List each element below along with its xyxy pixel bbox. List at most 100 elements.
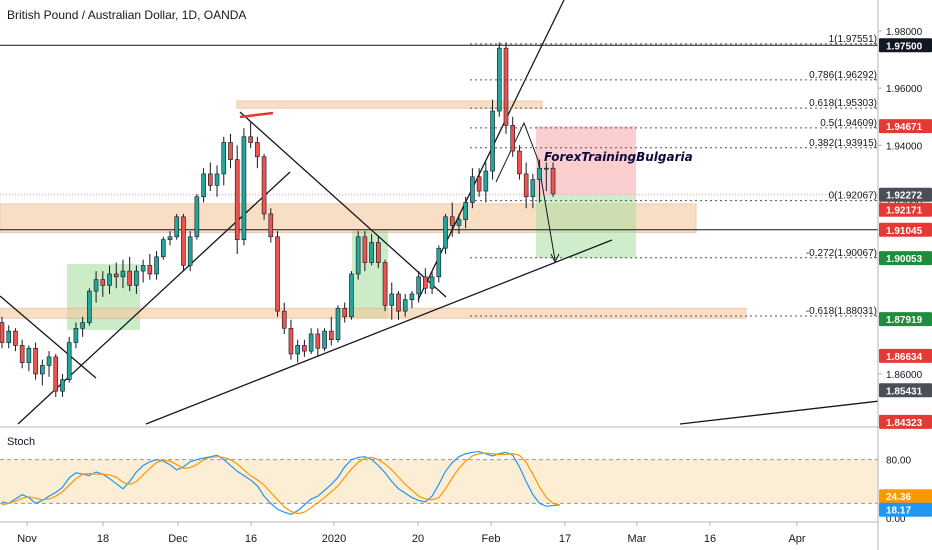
candle: [376, 242, 381, 263]
stoch-tag-label: 18.17: [886, 506, 911, 517]
candle: [476, 176, 482, 192]
support-zone[interactable]: [0, 307, 747, 319]
price-tag-label: 1.91045: [886, 226, 923, 237]
candle: [275, 236, 280, 312]
trendline-1[interactable]: [0, 295, 97, 379]
candle: [328, 330, 334, 340]
price-tag: [879, 383, 932, 398]
resistance-zone[interactable]: [236, 100, 543, 109]
x-tick-label: 18: [97, 533, 109, 545]
trendline-4[interactable]: [145, 239, 613, 425]
candle: [456, 219, 462, 226]
x-tick-label: 17: [559, 533, 571, 545]
candle: [87, 290, 92, 323]
candle: [416, 276, 421, 295]
candle: [228, 142, 233, 160]
y-tick-label: 1.94000: [886, 141, 923, 152]
candle: [537, 167, 542, 180]
candle: [308, 333, 314, 352]
price-tag-label: 1.90053: [886, 254, 923, 265]
candle: [93, 279, 99, 292]
candle: [523, 173, 529, 198]
stoch-tick-label: 80.00: [886, 456, 911, 467]
price-tag-label: 1.94671: [886, 122, 923, 133]
candle: [248, 136, 253, 143]
fib-label: 0.786(1.96292): [809, 70, 877, 81]
candle: [443, 216, 448, 249]
candle: [73, 327, 79, 343]
candle: [214, 173, 220, 186]
stoch-tag: [879, 502, 932, 517]
candle: [382, 262, 388, 306]
stoch-tag: [879, 489, 932, 504]
candle: [46, 356, 52, 366]
fib-label: 0.5(1.94609): [820, 118, 877, 129]
candle: [107, 273, 112, 286]
price-tag-label: 1.86634: [886, 352, 923, 363]
trendline-3[interactable]: [239, 111, 447, 298]
fib-label: -0.618(1.88031): [806, 306, 877, 317]
candle: [281, 310, 287, 329]
x-tick-label: Dec: [168, 533, 188, 545]
candle: [40, 365, 45, 375]
candle: [33, 347, 38, 375]
stoch-tick-label: 0.00: [886, 514, 906, 525]
x-tick-label: Mar: [628, 533, 647, 545]
watermark-text: ForexTrainingBulgaria: [544, 150, 693, 164]
candle: [463, 202, 468, 220]
stoch-k-line: [1, 450, 560, 516]
price-tag: [879, 187, 932, 202]
candle: [449, 216, 455, 226]
candle: [389, 293, 395, 306]
candle: [268, 213, 274, 238]
price-tag: [879, 414, 932, 429]
candle: [362, 236, 368, 263]
candle: [302, 345, 307, 352]
candle: [241, 136, 247, 240]
candle: [355, 236, 361, 275]
candle: [261, 156, 267, 215]
candle: [234, 159, 240, 240]
price-tag: [879, 348, 932, 363]
candle: [315, 333, 321, 349]
candle: [147, 265, 153, 275]
candle: [80, 322, 85, 329]
candle: [369, 242, 374, 263]
candle: [490, 110, 495, 172]
y-tick-label: 1.86000: [886, 370, 923, 381]
candle: [530, 179, 536, 198]
x-tick-label: 2020: [322, 533, 346, 545]
price-tag-label: 1.85431: [886, 386, 923, 397]
candle: [66, 342, 72, 381]
fib-label: 0.382(1.93915): [809, 138, 877, 149]
candle: [436, 247, 442, 278]
candle: [174, 216, 180, 238]
stoch-tag-label: 24.36: [886, 492, 911, 503]
candle: [483, 170, 489, 192]
chart-title: British Pound / Australian Dollar, 1D, O…: [7, 8, 247, 22]
candle: [510, 125, 516, 152]
candle: [6, 330, 12, 343]
price-tag: [879, 222, 932, 237]
arrow-down-icon: [550, 253, 560, 264]
indicator-label: Stoch: [7, 436, 36, 448]
x-tick-label: 16: [245, 533, 257, 545]
fib-label: 0(1.92067): [829, 191, 877, 202]
candle: [140, 265, 146, 272]
candle: [349, 273, 354, 318]
projection-path[interactable]: [495, 121, 556, 261]
candle: [423, 276, 428, 289]
candle: [470, 176, 475, 203]
take-profit-zone[interactable]: [536, 194, 636, 259]
highlight-mark: [239, 111, 274, 119]
candle: [402, 299, 408, 312]
x-tick-label: 20: [412, 533, 424, 545]
price-tag-label: 1.87919: [886, 315, 923, 326]
candle: [160, 239, 166, 258]
candle: [26, 347, 32, 363]
price-axis[interactable]: [878, 0, 932, 550]
candle: [113, 273, 119, 278]
candle: [134, 270, 139, 286]
candle: [544, 167, 549, 170]
